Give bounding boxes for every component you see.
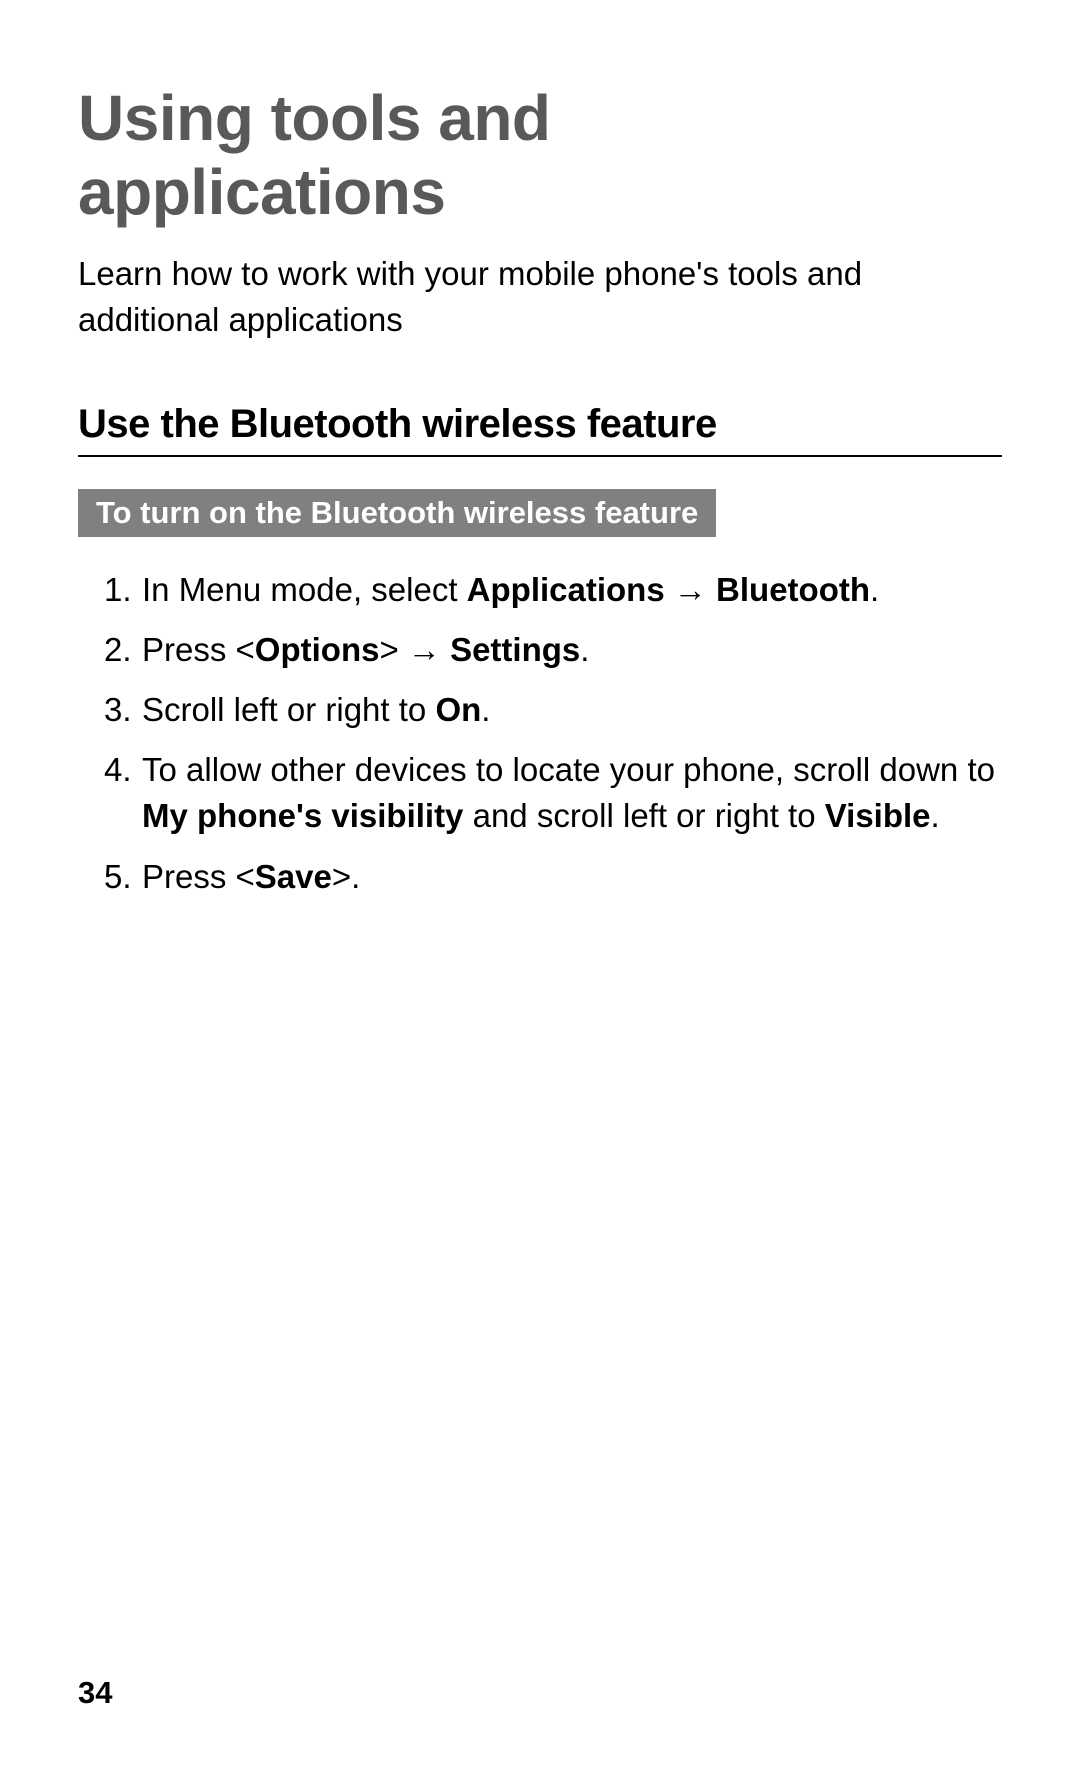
- steps-list: In Menu mode, select Applications → Blue…: [78, 567, 1002, 900]
- step-bold: Visible: [825, 797, 931, 834]
- step-text: Press <: [142, 858, 255, 895]
- step-text: and scroll left or right to: [463, 797, 824, 834]
- step-item: Scroll left or right to On.: [104, 687, 1002, 733]
- step-item: To allow other devices to locate your ph…: [104, 747, 1002, 839]
- subtitle-text: Learn how to work with your mobile phone…: [78, 251, 878, 343]
- step-text: In Menu mode, select: [142, 571, 467, 608]
- main-title: Using tools and applications: [78, 82, 1002, 229]
- step-text: →: [665, 571, 716, 608]
- step-bold: Settings: [450, 631, 580, 668]
- page-container: Using tools and applications Learn how t…: [0, 0, 1080, 974]
- step-bold: My phone's visibility: [142, 797, 463, 834]
- step-text: .: [870, 571, 879, 608]
- section-heading: Use the Bluetooth wireless feature: [78, 402, 1002, 457]
- step-text: Press <: [142, 631, 255, 668]
- step-bold: Bluetooth: [716, 571, 870, 608]
- step-text: .: [481, 691, 490, 728]
- step-text: To allow other devices to locate your ph…: [142, 751, 995, 788]
- step-text: >.: [332, 858, 360, 895]
- callout-box: To turn on the Bluetooth wireless featur…: [78, 489, 716, 537]
- step-text: > →: [379, 631, 450, 668]
- page-number: 34: [78, 1675, 112, 1711]
- step-item: Press <Options> → Settings.: [104, 627, 1002, 673]
- step-bold: Applications: [467, 571, 665, 608]
- title-line-2: applications: [78, 156, 445, 228]
- step-bold: On: [435, 691, 481, 728]
- title-line-1: Using tools and: [78, 82, 551, 154]
- step-text: Scroll left or right to: [142, 691, 435, 728]
- step-item: Press <Save>.: [104, 854, 1002, 900]
- step-bold: Options: [255, 631, 380, 668]
- step-bold: Save: [255, 858, 332, 895]
- step-text: .: [931, 797, 940, 834]
- step-text: .: [580, 631, 589, 668]
- step-item: In Menu mode, select Applications → Blue…: [104, 567, 1002, 613]
